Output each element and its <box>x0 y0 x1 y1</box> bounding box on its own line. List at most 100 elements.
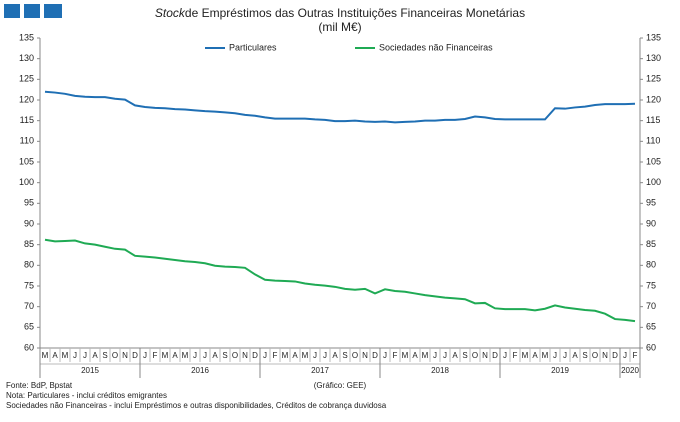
x-tick-label: M <box>162 351 169 360</box>
y2-tick-label: 65 <box>646 322 656 332</box>
x-tick-label: J <box>203 351 207 360</box>
year-label: 2017 <box>311 366 329 375</box>
x-tick-label: D <box>252 351 258 360</box>
x-tick-label: J <box>313 351 317 360</box>
x-tick-label: F <box>513 351 518 360</box>
y2-tick-label: 120 <box>646 94 661 104</box>
x-tick-label: J <box>193 351 197 360</box>
y-tick-label: 130 <box>19 53 34 63</box>
x-tick-label: M <box>182 351 189 360</box>
x-tick-label: N <box>242 351 248 360</box>
credit: (Gráfico: GEE) <box>314 381 367 390</box>
x-tick-label: M <box>542 351 549 360</box>
y2-tick-label: 80 <box>646 260 656 270</box>
x-tick-label: J <box>83 351 87 360</box>
y2-tick-label: 115 <box>646 115 660 125</box>
y2-tick-label: 110 <box>646 136 660 146</box>
x-tick-label: F <box>273 351 278 360</box>
note: Sociedades não Financeiras - inclui Empr… <box>6 401 387 410</box>
x-tick-label: S <box>222 351 227 360</box>
x-tick-label: S <box>342 351 347 360</box>
x-tick-label: J <box>263 351 267 360</box>
y-tick-label: 100 <box>19 177 34 187</box>
x-tick-label: M <box>42 351 49 360</box>
year-label: 2019 <box>551 366 569 375</box>
x-tick-label: J <box>433 351 437 360</box>
x-tick-label: M <box>402 351 409 360</box>
x-tick-label: A <box>332 351 338 360</box>
y2-tick-label: 125 <box>646 74 661 84</box>
y2-tick-label: 105 <box>646 156 661 166</box>
x-tick-label: A <box>172 351 178 360</box>
y2-tick-label: 95 <box>646 198 656 208</box>
chart-title: Stockde Empréstimos das Outras Instituiç… <box>155 6 525 20</box>
x-tick-label: J <box>623 351 627 360</box>
y2-tick-label: 135 <box>646 32 661 42</box>
x-tick-label: M <box>422 351 429 360</box>
year-label: 2016 <box>191 366 209 375</box>
x-tick-label: M <box>282 351 289 360</box>
x-tick-label: O <box>352 351 358 360</box>
y-tick-label: 95 <box>24 198 34 208</box>
x-tick-label: D <box>372 351 378 360</box>
x-tick-label: O <box>592 351 598 360</box>
x-tick-label: A <box>532 351 538 360</box>
x-tick-label: D <box>492 351 498 360</box>
y2-tick-label: 75 <box>646 280 656 290</box>
x-tick-label: J <box>143 351 147 360</box>
logo-block <box>4 4 20 18</box>
x-tick-label: A <box>292 351 298 360</box>
x-tick-label: J <box>443 351 447 360</box>
x-tick-label: F <box>153 351 158 360</box>
x-tick-label: J <box>383 351 387 360</box>
y-tick-label: 60 <box>24 342 34 352</box>
year-label: 2018 <box>431 366 449 375</box>
legend-label: Particulares <box>229 42 277 52</box>
x-tick-label: N <box>362 351 368 360</box>
source: Fonte: BdP, Bpstat <box>6 381 73 390</box>
y2-tick-label: 130 <box>646 53 661 63</box>
y2-tick-label: 100 <box>646 177 661 187</box>
y2-tick-label: 90 <box>646 218 656 228</box>
chart-subtitle: (mil M€) <box>318 20 361 34</box>
y-tick-label: 85 <box>24 239 34 249</box>
y-tick-label: 80 <box>24 260 34 270</box>
y-tick-label: 65 <box>24 322 34 332</box>
y-tick-label: 125 <box>19 74 34 84</box>
y-tick-label: 135 <box>19 32 34 42</box>
logo-block <box>24 4 40 18</box>
x-tick-label: A <box>52 351 58 360</box>
y2-tick-label: 60 <box>646 342 656 352</box>
x-tick-label: S <box>102 351 107 360</box>
x-tick-label: O <box>472 351 478 360</box>
series-line <box>44 238 636 323</box>
title-rest: de Empréstimos das Outras Instituições F… <box>185 6 525 20</box>
x-tick-label: J <box>503 351 507 360</box>
x-tick-label: N <box>482 351 488 360</box>
x-tick-label: M <box>62 351 69 360</box>
x-tick-label: A <box>212 351 218 360</box>
legend-label: Sociedades não Financeiras <box>379 42 493 52</box>
x-tick-label: N <box>122 351 128 360</box>
y2-tick-label: 70 <box>646 301 656 311</box>
x-tick-label: M <box>302 351 309 360</box>
y-tick-label: 105 <box>19 156 34 166</box>
x-tick-label: F <box>633 351 638 360</box>
x-tick-label: M <box>522 351 529 360</box>
x-tick-label: S <box>582 351 587 360</box>
series-line <box>44 90 636 124</box>
x-tick-label: J <box>563 351 567 360</box>
x-tick-label: D <box>612 351 618 360</box>
y-tick-label: 75 <box>24 280 34 290</box>
year-label: 2020 <box>621 366 639 375</box>
y-tick-label: 110 <box>20 136 34 146</box>
y-tick-label: 90 <box>24 218 34 228</box>
x-tick-label: O <box>232 351 238 360</box>
x-tick-label: A <box>452 351 458 360</box>
x-tick-label: J <box>73 351 77 360</box>
note: Nota: Particulares - inclui créditos emi… <box>6 391 167 400</box>
logo-block <box>44 4 62 18</box>
x-tick-label: D <box>132 351 138 360</box>
x-tick-label: A <box>92 351 98 360</box>
